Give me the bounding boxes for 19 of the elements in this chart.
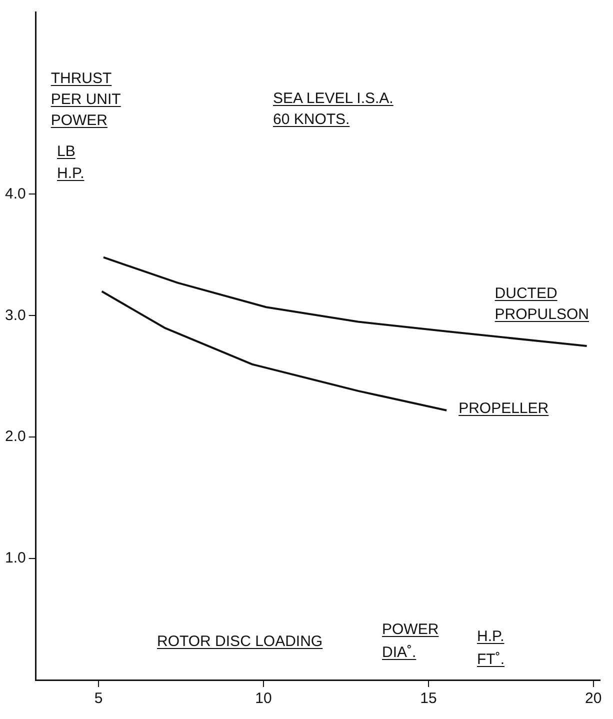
- text: SEA LEVEL I.S.A. 60 KNOTS.: [273, 89, 394, 130]
- y-axis-title: THRUST PER UNIT POWER: [50, 69, 122, 131]
- y-tick-label: 2.0: [4, 428, 26, 446]
- x-tick-label: 20: [585, 690, 602, 708]
- x-tick-label: 15: [420, 690, 437, 708]
- series-label: DUCTED PROPULSON: [494, 284, 590, 325]
- annotation: LB: [57, 142, 76, 162]
- y-tick-label: 1.0: [4, 550, 26, 567]
- y-tick-label: 4.0: [4, 185, 26, 202]
- y-tick-label: 3.0: [4, 306, 26, 324]
- series-label: PROPELLER: [458, 399, 549, 420]
- x-tick-label: 5: [94, 690, 103, 708]
- annotation: POWER: [382, 620, 439, 640]
- x-axis-title: ROTOR DISC LOADING: [157, 632, 323, 652]
- annotation: FT˚.: [477, 650, 504, 670]
- x-tick-label: 10: [255, 690, 272, 708]
- annotation: DIA˚.: [382, 643, 416, 663]
- annotation: H.P.: [477, 627, 504, 647]
- annotation: H.P.: [57, 164, 84, 184]
